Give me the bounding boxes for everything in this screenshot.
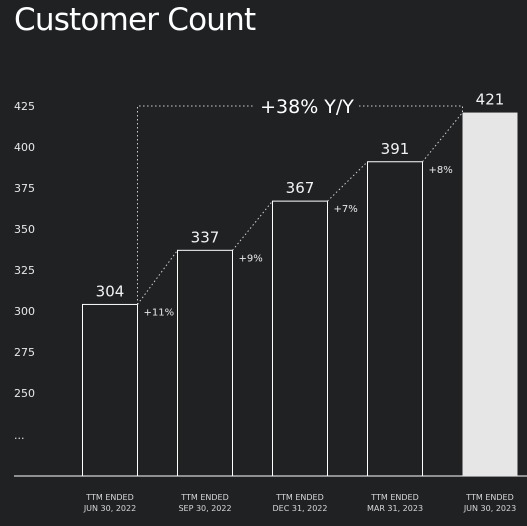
x-tick-label-line: TTM ENDED (275, 493, 324, 502)
x-tick-label-1: TTM ENDED SEP 30, 2022 (178, 493, 231, 513)
yoy-bracket-left (137, 105, 255, 305)
y-tick-label-5: 300 (14, 305, 35, 318)
growth-label-2: +7% (334, 204, 358, 215)
y-tick-label-4: 325 (14, 264, 35, 277)
y-tick-label-6: 275 (14, 346, 35, 359)
bar-1 (177, 249, 233, 477)
x-tick-label-line: SEP 30, 2022 (178, 504, 231, 513)
x-tick-label-4: TTM ENDED JUN 30, 2023 (463, 493, 516, 513)
yoy-label: +38% Y/Y (260, 96, 354, 118)
x-tick-label-3: TTM ENDED MAR 31, 2023 (367, 493, 423, 513)
bar-0 (82, 303, 138, 477)
value-label-3: 391 (381, 140, 410, 158)
bar-4 (462, 112, 518, 476)
yoy-bracket-right (359, 105, 463, 113)
chart-title: Customer Count (14, 2, 256, 38)
x-tick-label-line: MAR 31, 2023 (367, 504, 423, 513)
x-tick-label-0: TTM ENDED JUN 30, 2022 (83, 493, 136, 513)
x-tick-label-line: JUN 30, 2023 (463, 504, 516, 513)
y-tick-label-0: 425 (14, 100, 35, 113)
y-axis-break-label: ... (14, 429, 25, 442)
growth-label-1: +9% (239, 253, 263, 264)
y-tick-label-7: 250 (14, 387, 35, 400)
x-tick-label-line: TTM ENDED (85, 493, 134, 502)
value-label-4: 421 (476, 91, 505, 109)
bar-2 (272, 200, 328, 477)
x-tick-label-line: JUN 30, 2022 (83, 504, 136, 513)
bar-3 (367, 161, 423, 477)
x-tick-label-line: TTM ENDED (370, 493, 419, 502)
connector-line-2 (327, 161, 368, 202)
y-tick-label-3: 350 (14, 223, 35, 236)
growth-label-3: +8% (429, 165, 453, 176)
growth-label-0: +11% (144, 307, 175, 318)
value-label-1: 337 (191, 228, 220, 246)
y-tick-label-2: 375 (14, 182, 35, 195)
x-tick-label-line: DEC 31, 2022 (273, 504, 328, 513)
connector-line-0 (137, 250, 178, 305)
connector-line-3 (422, 112, 463, 163)
y-tick-label-1: 400 (14, 141, 35, 154)
x-tick-label-line: TTM ENDED (465, 493, 514, 502)
x-tick-label-line: TTM ENDED (180, 493, 229, 502)
value-label-0: 304 (96, 282, 125, 300)
value-label-2: 367 (286, 179, 315, 197)
connector-line-1 (232, 200, 273, 251)
x-tick-label-2: TTM ENDED DEC 31, 2022 (273, 493, 328, 513)
